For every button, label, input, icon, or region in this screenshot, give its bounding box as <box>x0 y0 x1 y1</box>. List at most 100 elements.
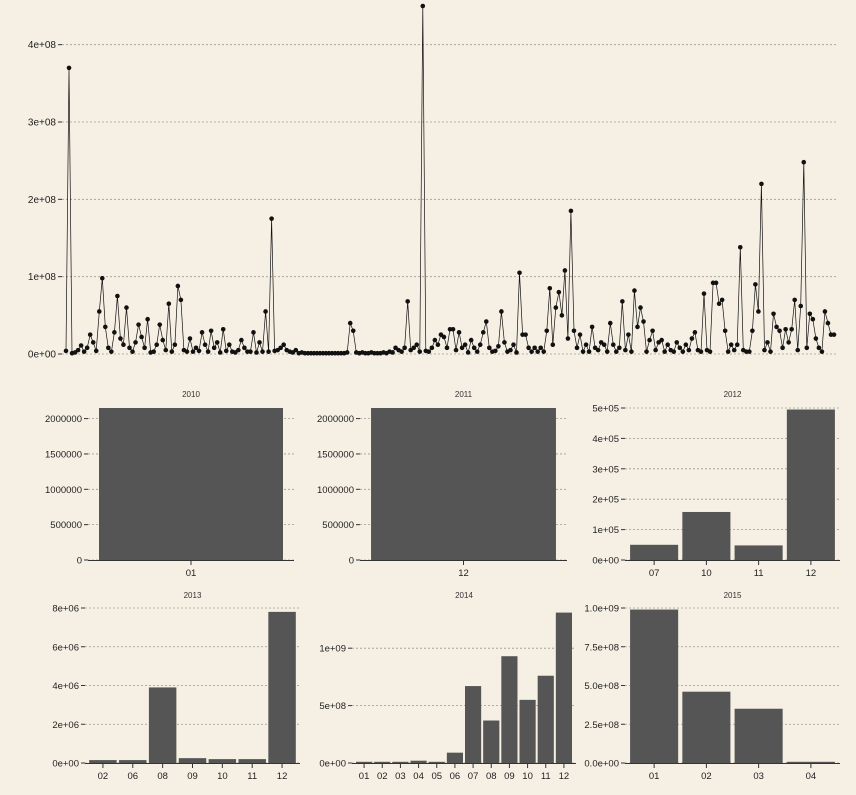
data-point <box>266 349 271 354</box>
data-point <box>559 313 565 318</box>
bar <box>630 609 679 763</box>
data-point <box>293 347 299 353</box>
data-point <box>471 345 477 351</box>
data-point <box>208 328 214 334</box>
data-point <box>169 349 175 354</box>
y-tick-label: 3e+08 <box>28 118 57 129</box>
bar <box>555 612 572 763</box>
data-point <box>178 297 184 303</box>
data-point <box>166 301 172 307</box>
data-point <box>589 324 595 330</box>
data-point <box>747 349 752 354</box>
data-point <box>626 332 631 337</box>
data-point <box>172 342 178 348</box>
data-point <box>453 347 459 353</box>
data-point <box>713 280 719 286</box>
x-tick-label: 04 <box>413 771 424 782</box>
data-point <box>347 320 353 326</box>
data-point <box>701 291 707 296</box>
bar <box>519 699 536 763</box>
y-tick-label: 1e+05 <box>592 525 619 536</box>
data-point <box>577 332 583 337</box>
data-point <box>220 326 226 332</box>
data-point <box>109 349 114 354</box>
data-point <box>127 345 132 351</box>
bar <box>208 759 237 763</box>
x-tick-label: 11 <box>247 771 257 782</box>
data-point <box>99 275 105 281</box>
data-point <box>118 336 123 341</box>
y-tick-label: 500000 <box>322 520 354 531</box>
data-point <box>816 345 822 351</box>
data-point <box>544 328 550 334</box>
panel-title: 2010 <box>182 390 200 399</box>
data-point <box>725 349 731 354</box>
bar <box>268 611 296 763</box>
bar <box>682 511 731 560</box>
data-point <box>777 328 782 334</box>
data-point <box>87 332 93 337</box>
data-point <box>465 350 471 355</box>
data-point <box>692 330 698 335</box>
data-point <box>719 297 725 303</box>
data-point <box>762 347 767 353</box>
bar <box>148 687 177 763</box>
data-point <box>350 328 356 334</box>
chart-panel-6: 2015 0.0e+00 2.5e+08 5.0e+08 7.5e+08 1.0e+09 0… <box>584 591 840 782</box>
data-point <box>780 345 785 351</box>
data-point <box>139 334 144 340</box>
chart-panel-4: 2013 0e+00 2e+06 4e+06 6e+06 8e+06 02 06 08 09 10 1… <box>52 591 300 782</box>
data-point <box>683 342 689 348</box>
data-point <box>831 332 837 337</box>
data-point <box>426 349 432 354</box>
data-point <box>103 324 108 330</box>
data-point <box>483 319 489 324</box>
chart-panel-1: 2010 0 500000 1000000 1500000 2000000 01 <box>45 390 294 579</box>
data-point <box>638 305 643 310</box>
data-point <box>78 343 84 348</box>
data-point <box>771 311 776 317</box>
x-tick-label: 10 <box>522 771 533 782</box>
data-point <box>734 342 740 348</box>
x-tick-label: 12 <box>458 568 469 579</box>
x-tick-label: 03 <box>395 771 406 782</box>
data-point <box>653 347 658 353</box>
data-point <box>499 309 504 314</box>
data-point <box>568 208 574 214</box>
data-point <box>674 340 680 345</box>
data-point <box>248 349 253 354</box>
data-point <box>411 345 417 351</box>
x-tick-label: 12 <box>559 771 570 782</box>
data-point <box>737 244 743 250</box>
data-point <box>523 332 528 337</box>
bar <box>371 408 556 560</box>
y-tick-label: 0 <box>77 556 82 567</box>
data-point <box>175 283 181 289</box>
data-point <box>595 347 601 353</box>
data-point <box>813 336 819 341</box>
data-point <box>96 309 102 314</box>
data-point <box>583 342 589 348</box>
data-point <box>810 316 816 322</box>
data-point <box>632 288 637 293</box>
data-point <box>792 297 797 303</box>
data-point <box>487 345 492 351</box>
data-point <box>193 345 199 351</box>
data-point <box>196 348 202 354</box>
y-tick-label: 4e+05 <box>592 434 619 445</box>
data-point <box>205 349 211 354</box>
data-point <box>538 345 544 351</box>
chart-panel-5: 2014 0e+00 5e+08 1e+09 01 02 03 04 05 06 07 08 09 10 1… <box>319 591 576 782</box>
bar <box>483 720 500 763</box>
data-point <box>184 349 190 354</box>
panel-title: 2011 <box>455 390 473 399</box>
chart-panel-2: 2011 0 500000 1000000 1500000 2000000 12 <box>317 390 567 579</box>
data-point <box>517 270 522 276</box>
data-point <box>722 328 728 334</box>
data-point <box>641 319 646 324</box>
data-point <box>420 3 426 9</box>
data-point <box>647 337 652 343</box>
data-point <box>477 342 483 348</box>
data-point <box>124 305 129 310</box>
data-point <box>617 345 622 351</box>
